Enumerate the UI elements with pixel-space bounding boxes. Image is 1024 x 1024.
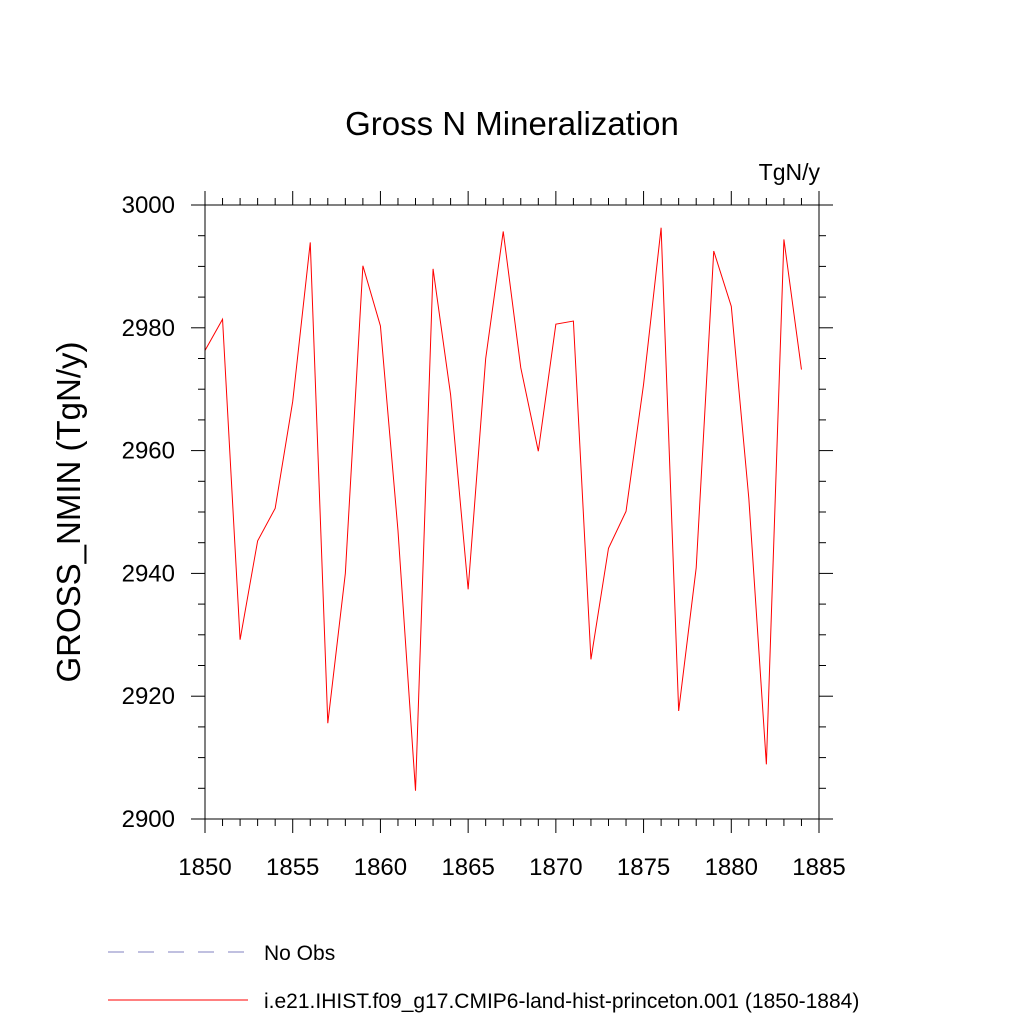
y-axis-ticks: 2900 2920 2940 2960 2980 3000 <box>122 192 833 833</box>
y-tick-label: 3000 <box>122 192 175 219</box>
chart-title: Gross N Mineralization <box>345 105 679 142</box>
series-line-1 <box>204 227 802 791</box>
x-tick-label: 1880 <box>705 854 758 881</box>
legend-label-1: i.e21.IHIST.f09_g17.CMIP6-land-hist-prin… <box>264 990 859 1013</box>
y-tick-label: 2920 <box>122 683 175 710</box>
y-tick-label: 2940 <box>122 560 175 587</box>
x-tick-label: 1875 <box>617 854 670 881</box>
legend: No Obs i.e21.IHIST.f09_g17.CMIP6-land-his… <box>108 942 859 1013</box>
x-tick-label: 1865 <box>441 854 494 881</box>
x-tick-label: 1870 <box>529 854 582 881</box>
units-label: TgN/y <box>759 159 821 185</box>
x-tick-label: 1885 <box>792 854 845 881</box>
y-tick-label: 2980 <box>122 315 175 342</box>
plot-frame <box>204 204 820 820</box>
x-tick-label: 1850 <box>178 854 231 881</box>
x-axis-ticks: 1850 1855 1860 1865 1870 1875 1880 1885 <box>178 191 846 881</box>
y-axis-label: GROSS_NMIN (TgN/y) <box>50 341 87 682</box>
x-tick-label: 1855 <box>266 854 319 881</box>
y-tick-label: 2900 <box>122 806 175 833</box>
legend-label-0: No Obs <box>264 942 335 965</box>
series-layer <box>204 227 802 791</box>
y-tick-label: 2960 <box>122 438 175 465</box>
x-tick-label: 1860 <box>354 854 407 881</box>
